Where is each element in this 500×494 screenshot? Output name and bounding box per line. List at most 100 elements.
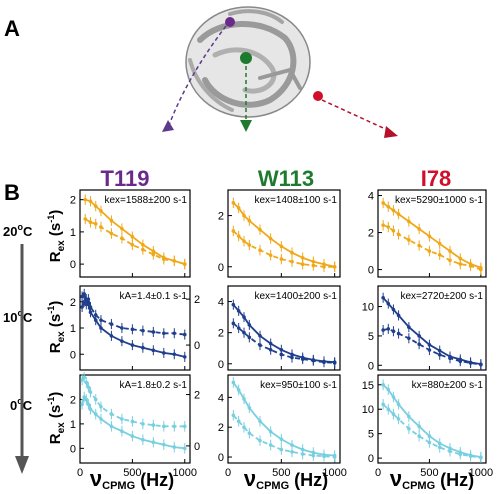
data-point	[109, 412, 114, 416]
data-point	[417, 342, 421, 346]
series-line-solid	[232, 304, 335, 364]
data-point	[109, 334, 114, 338]
data-point	[258, 438, 262, 443]
data-point	[109, 424, 114, 429]
data-point	[82, 299, 86, 304]
plot-frame	[227, 285, 341, 371]
data-point	[311, 358, 316, 363]
data-point	[231, 413, 236, 418]
data-point	[386, 407, 391, 412]
protein-ribbon-structure	[162, 6, 398, 138]
data-point	[427, 234, 432, 239]
data-point	[427, 342, 432, 347]
panel-label-b: B	[4, 180, 20, 205]
plot-frame	[227, 374, 341, 464]
data-point	[407, 219, 411, 224]
row-label-10c: 10oC	[3, 308, 33, 325]
panel-w113-0c: 0 2 4 0 500 1000 kex=950±100 s-1	[218, 374, 347, 479]
data-point	[427, 434, 432, 438]
data-point	[231, 380, 236, 385]
data-point	[151, 348, 156, 353]
data-point	[120, 429, 124, 434]
data-point	[448, 356, 452, 361]
data-point	[151, 440, 156, 445]
data-point	[182, 262, 187, 266]
data-point	[93, 318, 98, 322]
xlabel-w113: νCPMG (Hz)	[244, 466, 328, 492]
data-point	[172, 424, 177, 429]
panel-i78-20c: 0 2 4 kex=5290±1000 s-1	[368, 189, 487, 278]
y-tick-label: 2	[218, 422, 224, 434]
data-point	[437, 241, 442, 246]
data-point	[479, 362, 483, 367]
xlabel-t119: νCPMG (Hz)	[90, 466, 174, 492]
data-point	[247, 431, 252, 435]
x-tick-label: 500	[272, 467, 290, 479]
data-point	[290, 450, 294, 454]
data-point	[437, 352, 442, 357]
data-point	[93, 222, 98, 226]
data-point	[407, 414, 411, 419]
data-point	[427, 348, 432, 352]
series-line-dashed	[232, 414, 335, 458]
x-tick-label: 0	[375, 467, 381, 479]
plot-frame	[79, 189, 191, 278]
row-label-0c: 0oC	[10, 396, 33, 413]
data-point	[311, 453, 316, 458]
y-tick-label: 0	[70, 259, 76, 271]
data-point	[80, 378, 84, 382]
right-y-tick-label: 0	[194, 441, 200, 453]
data-point	[231, 229, 236, 233]
data-point	[458, 359, 463, 363]
data-point	[381, 402, 385, 407]
data-point	[407, 426, 411, 431]
data-point	[172, 445, 177, 449]
y-tick-label: 0	[368, 265, 374, 277]
panel-w113-20c: 0 2 kex=1408±100 s-1	[218, 189, 341, 278]
data-point	[268, 347, 273, 352]
data-point	[172, 352, 177, 357]
data-point	[391, 208, 396, 213]
panel-w113-10c: 0 2 4 kex=1400±200 s-1	[218, 285, 341, 371]
y-tick-label: 5	[368, 429, 374, 441]
data-point	[479, 455, 483, 460]
y-tick-label: 5	[368, 331, 374, 343]
i78-arrow	[321, 99, 393, 133]
y-tick-label: 0	[70, 349, 76, 361]
data-point	[242, 397, 246, 401]
data-point	[332, 264, 337, 269]
data-point	[332, 455, 337, 459]
data-point	[172, 331, 177, 336]
data-point	[242, 330, 246, 335]
data-point	[391, 329, 396, 334]
data-point	[311, 263, 316, 268]
data-point	[93, 397, 98, 402]
data-point	[417, 424, 421, 429]
data-point	[247, 243, 252, 247]
y-tick-label: 1	[70, 419, 76, 431]
data-point	[468, 361, 473, 365]
right-y-tick-label: 0	[194, 340, 200, 352]
data-point	[386, 327, 391, 331]
data-point	[86, 297, 91, 301]
y-tick-label: 4	[368, 191, 374, 203]
series-line-solid	[382, 384, 482, 458]
data-point	[88, 220, 93, 225]
y-tick-label: 0	[368, 360, 374, 372]
series-line-solid	[232, 202, 335, 268]
data-point	[88, 407, 93, 412]
data-point	[93, 412, 98, 416]
kinetics-annotation: kx=880±200 s-1	[412, 380, 484, 391]
y-tick-label: 0	[70, 443, 76, 455]
data-point	[130, 327, 135, 332]
data-point	[99, 404, 103, 409]
data-point	[151, 423, 156, 427]
data-point	[231, 302, 236, 307]
y-tick-label: 4	[218, 297, 224, 309]
data-point	[417, 243, 421, 248]
y-tick-label: 10	[362, 302, 374, 314]
data-point	[290, 259, 294, 264]
data-point	[468, 264, 473, 268]
data-point	[86, 402, 91, 407]
